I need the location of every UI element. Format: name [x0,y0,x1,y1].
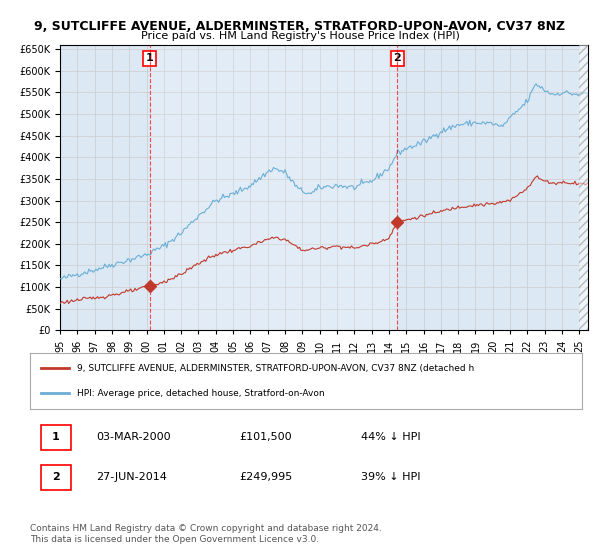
Text: 9, SUTCLIFFE AVENUE, ALDERMINSTER, STRATFORD-UPON-AVON, CV37 8NZ (detached h: 9, SUTCLIFFE AVENUE, ALDERMINSTER, STRAT… [77,364,474,373]
Text: 03-MAR-2000: 03-MAR-2000 [96,432,171,442]
FancyBboxPatch shape [41,425,71,450]
Text: HPI: Average price, detached house, Stratford-on-Avon: HPI: Average price, detached house, Stra… [77,389,325,398]
Text: 9, SUTCLIFFE AVENUE, ALDERMINSTER, STRATFORD-UPON-AVON, CV37 8NZ: 9, SUTCLIFFE AVENUE, ALDERMINSTER, STRAT… [34,20,566,32]
Text: Contains HM Land Registry data © Crown copyright and database right 2024.: Contains HM Land Registry data © Crown c… [30,524,382,533]
Text: 1: 1 [146,53,154,63]
Text: 39% ↓ HPI: 39% ↓ HPI [361,472,421,482]
Text: 2: 2 [394,53,401,63]
Text: 2: 2 [52,472,60,482]
Text: Price paid vs. HM Land Registry's House Price Index (HPI): Price paid vs. HM Land Registry's House … [140,31,460,41]
Text: 27-JUN-2014: 27-JUN-2014 [96,472,167,482]
Bar [580,45,588,330]
FancyBboxPatch shape [41,465,71,491]
Text: 44% ↓ HPI: 44% ↓ HPI [361,432,421,442]
Text: £101,500: £101,500 [240,432,292,442]
Text: 1: 1 [52,432,60,442]
Text: £249,995: £249,995 [240,472,293,482]
Bar [149,45,397,330]
Text: This data is licensed under the Open Government Licence v3.0.: This data is licensed under the Open Gov… [30,535,319,544]
